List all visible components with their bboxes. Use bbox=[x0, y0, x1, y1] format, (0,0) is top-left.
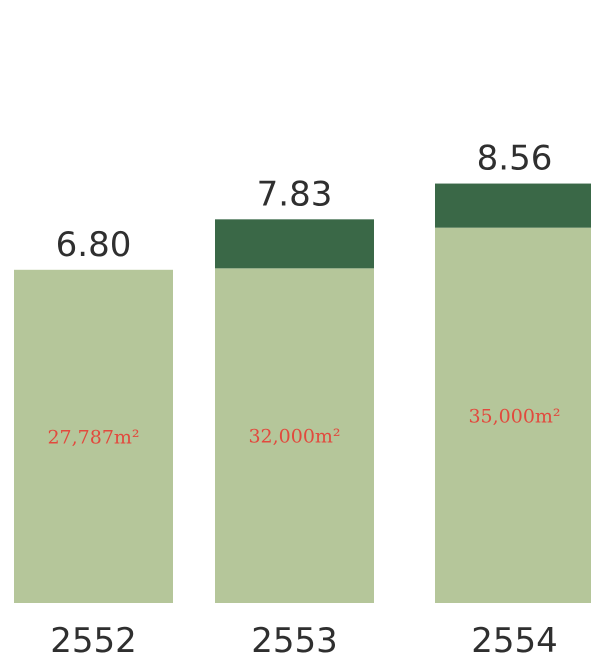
bar-segment-2554-s0 bbox=[435, 227, 591, 603]
area-label-2553: 32,000m² bbox=[248, 426, 340, 448]
x-tick-label-2554: 2554 bbox=[471, 621, 558, 658]
x-tick-label-2553: 2553 bbox=[251, 621, 338, 658]
bar-segment-2552-s0 bbox=[14, 269, 173, 603]
total-label-2553: 7.83 bbox=[257, 174, 333, 214]
area-label-2554: 35,000m² bbox=[468, 405, 560, 427]
bar-segment-2553-s1 bbox=[215, 219, 374, 269]
bar-segment-2553-s0 bbox=[215, 268, 374, 603]
bar-segment-2554-s1 bbox=[435, 183, 591, 228]
total-label-2552: 6.80 bbox=[56, 225, 132, 265]
area-label-2552: 27,787m² bbox=[47, 426, 139, 448]
x-tick-label-2552: 2552 bbox=[50, 621, 137, 658]
total-label-2554: 8.56 bbox=[477, 139, 553, 179]
